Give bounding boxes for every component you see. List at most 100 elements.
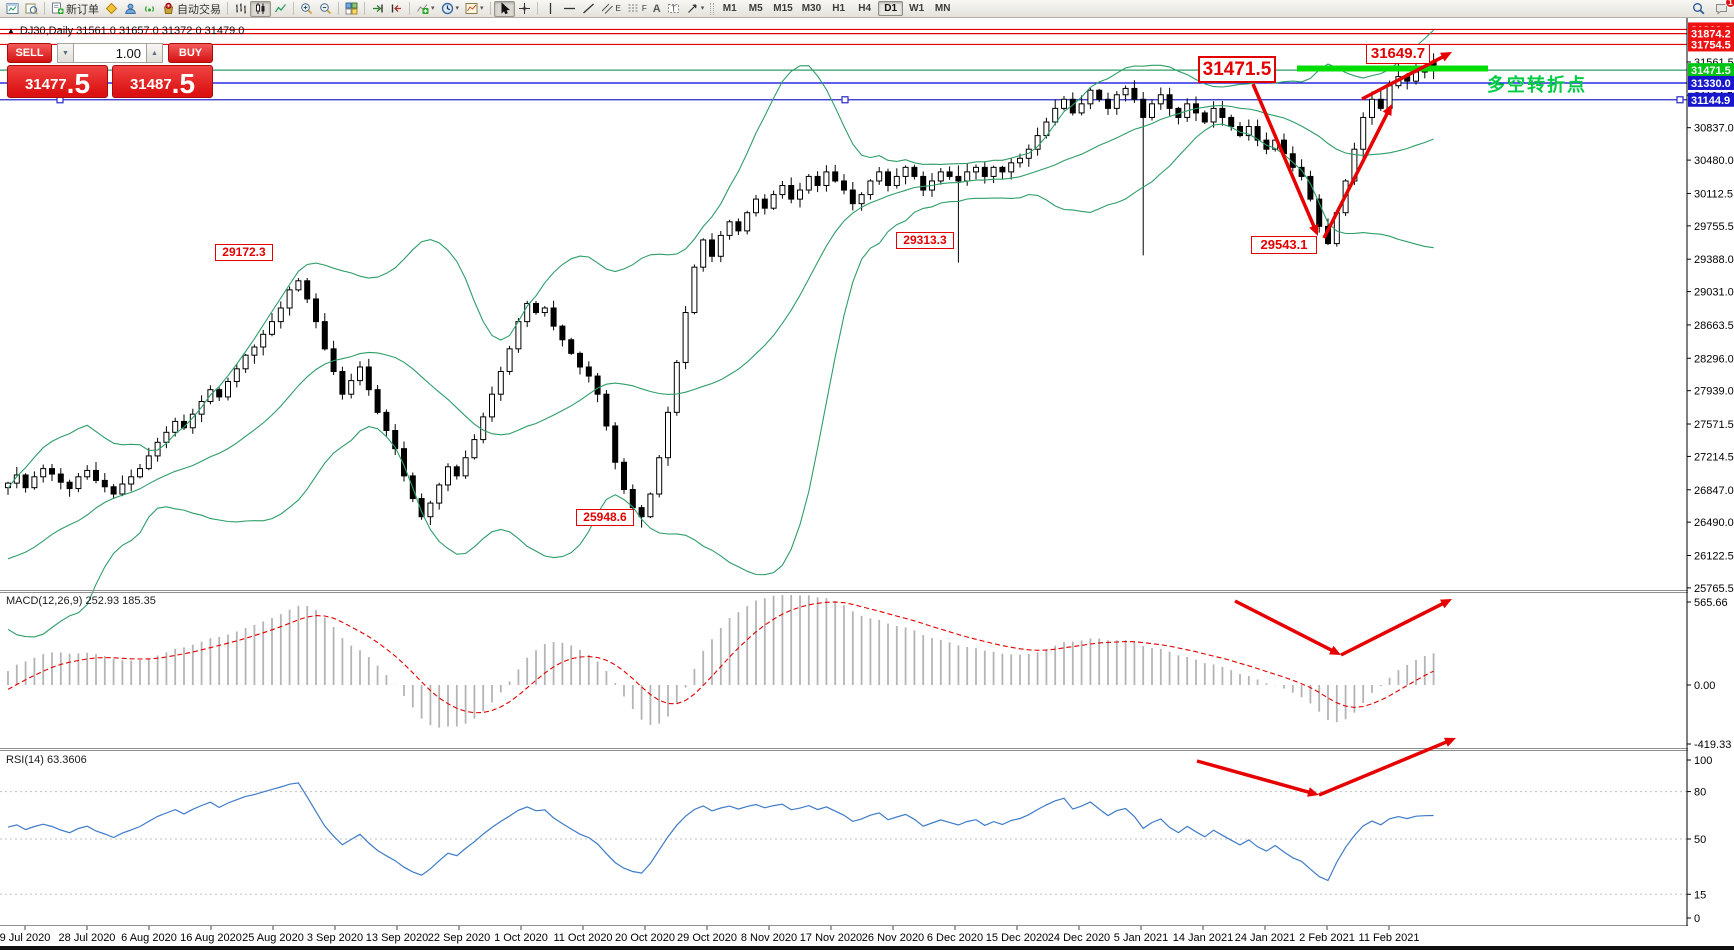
svg-text:28 Jul 2020: 28 Jul 2020 bbox=[59, 932, 116, 944]
top-toolbar: 新订单 自动交易 ▾ ▾ ▾ E F A T ▾ M1 M5 M15 M30 H1 H4 D… bbox=[0, 0, 1734, 18]
svg-text:11 Feb 2021: 11 Feb 2021 bbox=[1359, 932, 1420, 944]
volume-down-button[interactable]: ▼ bbox=[57, 43, 74, 63]
timeframe-button-H4[interactable]: H4 bbox=[858, 3, 872, 14]
notifications-button[interactable]: 1 bbox=[1712, 0, 1734, 17]
svg-text:20 Oct 2020: 20 Oct 2020 bbox=[615, 932, 675, 944]
community-button[interactable] bbox=[121, 1, 140, 17]
chart-shift-button[interactable] bbox=[387, 1, 406, 17]
signals-button[interactable] bbox=[140, 1, 159, 17]
notification-count-badge: 1 bbox=[1725, 0, 1734, 8]
svg-text:27939.0: 27939.0 bbox=[1694, 386, 1734, 398]
chevron-down-icon: ▾ bbox=[431, 5, 435, 12]
timeframe-button-M15[interactable]: M15 bbox=[773, 3, 793, 14]
svg-text:6 Aug 2020: 6 Aug 2020 bbox=[121, 932, 177, 944]
svg-text:0: 0 bbox=[1694, 913, 1700, 925]
svg-text:31471.5: 31471.5 bbox=[1691, 65, 1731, 77]
sell-price-panel[interactable]: 31477.5 bbox=[7, 65, 108, 98]
svg-text:2 Feb 2021: 2 Feb 2021 bbox=[1299, 932, 1355, 944]
mql5-button[interactable] bbox=[102, 1, 121, 17]
svg-text:-419.33: -419.33 bbox=[1694, 739, 1731, 751]
price-label-29172[interactable]: 29172.3 bbox=[215, 244, 273, 261]
periods-button[interactable]: ▾ bbox=[438, 1, 463, 17]
new-chart-button[interactable] bbox=[3, 1, 22, 17]
svg-text:3 Sep 2020: 3 Sep 2020 bbox=[307, 932, 363, 944]
price-label-29313[interactable]: 29313.3 bbox=[896, 232, 954, 249]
arrows-tool-button[interactable]: ▾ bbox=[683, 1, 708, 17]
timeframe-button-M30[interactable]: M30 bbox=[801, 3, 822, 14]
svg-text:17 Nov 2020: 17 Nov 2020 bbox=[800, 932, 862, 944]
cursor-tool-button[interactable] bbox=[493, 0, 515, 17]
svg-text:30837.0: 30837.0 bbox=[1694, 123, 1734, 135]
buy-button[interactable]: BUY bbox=[168, 43, 213, 63]
indicators-button[interactable]: ▾ bbox=[413, 1, 438, 17]
new-order-button[interactable]: 新订单 bbox=[48, 1, 102, 17]
svg-text:25 Aug 2020: 25 Aug 2020 bbox=[242, 932, 304, 944]
timeframe-button-MN[interactable]: MN bbox=[934, 3, 951, 14]
svg-text:80: 80 bbox=[1694, 787, 1706, 799]
volume-input[interactable]: 1.00 bbox=[74, 43, 146, 63]
svg-text:26490.0: 26490.0 bbox=[1694, 517, 1734, 529]
svg-text:9 Jul 2020: 9 Jul 2020 bbox=[0, 932, 50, 944]
svg-text:26847.0: 26847.0 bbox=[1694, 485, 1734, 497]
svg-text:27571.5: 27571.5 bbox=[1694, 419, 1734, 431]
zoom-out-button[interactable] bbox=[316, 1, 335, 17]
fibonacci-tool-button[interactable]: F bbox=[624, 1, 650, 17]
tile-windows-button[interactable] bbox=[342, 1, 361, 17]
vline-tool-button[interactable] bbox=[541, 1, 560, 17]
text-tool-label: A bbox=[652, 2, 661, 15]
svg-text:1 Oct 2020: 1 Oct 2020 bbox=[494, 932, 548, 944]
timeframe-button-M1[interactable]: M1 bbox=[722, 3, 737, 14]
channel-tool-label: E bbox=[615, 4, 621, 13]
zoom-in-button[interactable] bbox=[297, 1, 316, 17]
svg-text:11 Oct 2020: 11 Oct 2020 bbox=[553, 932, 612, 944]
price-label-31471[interactable]: 31471.5 bbox=[1198, 56, 1276, 83]
autotrading-icon bbox=[163, 2, 174, 14]
line-chart-mode-button[interactable] bbox=[271, 1, 290, 17]
svg-text:6 Dec 2020: 6 Dec 2020 bbox=[927, 932, 983, 944]
volume-up-button[interactable]: ▲ bbox=[146, 43, 163, 63]
chevron-down-icon: ▾ bbox=[455, 5, 460, 12]
svg-text:24 Dec 2020: 24 Dec 2020 bbox=[1048, 932, 1110, 944]
svg-text:29 Oct 2020: 29 Oct 2020 bbox=[677, 932, 737, 944]
svg-text:26122.5: 26122.5 bbox=[1694, 550, 1734, 562]
crosshair-tool-button[interactable] bbox=[515, 1, 534, 17]
timeframe-group: M1 M5 M15 M30 H1 H4 D1 W1 MN bbox=[717, 1, 955, 16]
hline-tool-button[interactable] bbox=[560, 1, 579, 17]
text-tool-button[interactable]: A bbox=[650, 1, 664, 17]
svg-text:29031.0: 29031.0 bbox=[1694, 287, 1734, 299]
svg-text:28663.5: 28663.5 bbox=[1694, 320, 1734, 332]
buy-price-panel[interactable]: 31487.5 bbox=[112, 65, 213, 98]
data-window-button[interactable] bbox=[22, 1, 41, 17]
svg-text:29755.5: 29755.5 bbox=[1694, 221, 1734, 233]
svg-text:28296.0: 28296.0 bbox=[1694, 353, 1734, 365]
templates-button[interactable]: ▾ bbox=[462, 1, 487, 17]
timeframe-button-W1[interactable]: W1 bbox=[909, 3, 925, 14]
trendline-tool-button[interactable] bbox=[579, 1, 598, 17]
autotrading-label: 自动交易 bbox=[177, 3, 221, 16]
autotrading-button[interactable]: 自动交易 bbox=[159, 1, 224, 17]
bar-chart-mode-button[interactable] bbox=[231, 1, 250, 17]
svg-text:22 Sep 2020: 22 Sep 2020 bbox=[428, 932, 490, 944]
label-tool-button[interactable]: T bbox=[664, 1, 683, 17]
svg-text:27214.5: 27214.5 bbox=[1694, 451, 1734, 463]
price-label-31649[interactable]: 31649.7 bbox=[1366, 44, 1430, 64]
collapse-triangle-icon[interactable]: ▲ bbox=[7, 26, 15, 35]
fibonacci-tool-label: F bbox=[641, 4, 647, 13]
price-label-25948[interactable]: 25948.6 bbox=[576, 509, 634, 526]
sell-button[interactable]: SELL bbox=[7, 43, 52, 63]
price-label-29543[interactable]: 29543.1 bbox=[1251, 236, 1317, 254]
svg-text:T: T bbox=[671, 4, 676, 13]
timeframe-button-D1[interactable]: D1 bbox=[878, 1, 904, 16]
channel-tool-button[interactable]: E bbox=[598, 1, 624, 17]
timeframe-button-H1[interactable]: H1 bbox=[832, 3, 846, 14]
search-icon[interactable] bbox=[1689, 1, 1708, 17]
chart-title-text: DJ30,Daily 31561.0 31657.0 31372.0 31479… bbox=[19, 25, 245, 37]
candlestick-mode-button[interactable] bbox=[250, 0, 271, 17]
timeframe-button-M5[interactable]: M5 bbox=[748, 3, 763, 14]
svg-text:26 Nov 2020: 26 Nov 2020 bbox=[862, 932, 924, 944]
autoscroll-button[interactable] bbox=[368, 1, 387, 17]
svg-text:31754.5: 31754.5 bbox=[1691, 39, 1731, 51]
svg-text:15: 15 bbox=[1694, 889, 1706, 901]
rsi-label: RSI(14) 63.3606 bbox=[6, 754, 87, 766]
